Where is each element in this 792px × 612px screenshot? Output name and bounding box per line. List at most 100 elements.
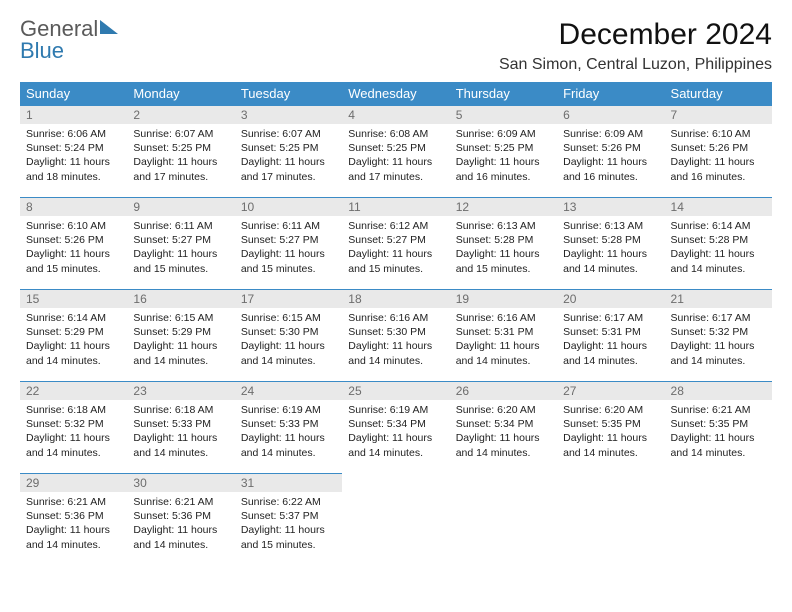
sunrise-text: Sunrise: 6:09 AM (563, 127, 658, 141)
calendar-table: Sunday Monday Tuesday Wednesday Thursday… (20, 82, 772, 565)
weekday-header: Tuesday (235, 82, 342, 105)
sunset-text: Sunset: 5:35 PM (671, 417, 766, 431)
sunrise-text: Sunrise: 6:18 AM (133, 403, 228, 417)
day-body: Sunrise: 6:21 AMSunset: 5:35 PMDaylight:… (665, 400, 772, 466)
day-body: Sunrise: 6:13 AMSunset: 5:28 PMDaylight:… (450, 216, 557, 282)
sunrise-text: Sunrise: 6:17 AM (563, 311, 658, 325)
sunset-text: Sunset: 5:36 PM (26, 509, 121, 523)
daylight-text: Daylight: 11 hours and 14 minutes. (133, 431, 228, 459)
daylight-text: Daylight: 11 hours and 14 minutes. (671, 247, 766, 275)
day-body: Sunrise: 6:13 AMSunset: 5:28 PMDaylight:… (557, 216, 664, 282)
sunset-text: Sunset: 5:27 PM (348, 233, 443, 247)
page-header: General Blue December 2024 San Simon, Ce… (20, 18, 772, 74)
calendar-day-cell: 28Sunrise: 6:21 AMSunset: 5:35 PMDayligh… (665, 381, 772, 473)
day-body: Sunrise: 6:09 AMSunset: 5:26 PMDaylight:… (557, 124, 664, 190)
sunrise-text: Sunrise: 6:09 AM (456, 127, 551, 141)
calendar-day-cell: 14Sunrise: 6:14 AMSunset: 5:28 PMDayligh… (665, 197, 772, 289)
calendar-day-cell: 9Sunrise: 6:11 AMSunset: 5:27 PMDaylight… (127, 197, 234, 289)
day-body: Sunrise: 6:17 AMSunset: 5:32 PMDaylight:… (665, 308, 772, 374)
calendar-day-cell: 3Sunrise: 6:07 AMSunset: 5:25 PMDaylight… (235, 105, 342, 197)
day-body: Sunrise: 6:18 AMSunset: 5:32 PMDaylight:… (20, 400, 127, 466)
weekday-header: Monday (127, 82, 234, 105)
day-number: 11 (342, 197, 449, 216)
sunset-text: Sunset: 5:31 PM (456, 325, 551, 339)
daylight-text: Daylight: 11 hours and 15 minutes. (241, 247, 336, 275)
calendar-day-cell: 16Sunrise: 6:15 AMSunset: 5:29 PMDayligh… (127, 289, 234, 381)
day-number: 19 (450, 289, 557, 308)
sunrise-text: Sunrise: 6:15 AM (133, 311, 228, 325)
daylight-text: Daylight: 11 hours and 15 minutes. (241, 523, 336, 551)
calendar-day-cell: 17Sunrise: 6:15 AMSunset: 5:30 PMDayligh… (235, 289, 342, 381)
sunset-text: Sunset: 5:33 PM (241, 417, 336, 431)
daylight-text: Daylight: 11 hours and 14 minutes. (133, 339, 228, 367)
sunset-text: Sunset: 5:27 PM (241, 233, 336, 247)
calendar-day-cell: 1Sunrise: 6:06 AMSunset: 5:24 PMDaylight… (20, 105, 127, 197)
daylight-text: Daylight: 11 hours and 14 minutes. (348, 339, 443, 367)
daylight-text: Daylight: 11 hours and 14 minutes. (671, 431, 766, 459)
weekday-header: Friday (557, 82, 664, 105)
sunrise-text: Sunrise: 6:11 AM (133, 219, 228, 233)
daylight-text: Daylight: 11 hours and 14 minutes. (348, 431, 443, 459)
weekday-header: Thursday (450, 82, 557, 105)
calendar-body: 1Sunrise: 6:06 AMSunset: 5:24 PMDaylight… (20, 105, 772, 565)
day-number: 3 (235, 105, 342, 124)
brand-logo-text: General Blue (20, 18, 118, 62)
sunset-text: Sunset: 5:30 PM (241, 325, 336, 339)
day-number: 10 (235, 197, 342, 216)
calendar-day-cell (450, 473, 557, 565)
daylight-text: Daylight: 11 hours and 15 minutes. (133, 247, 228, 275)
day-body: Sunrise: 6:20 AMSunset: 5:34 PMDaylight:… (450, 400, 557, 466)
sunrise-text: Sunrise: 6:06 AM (26, 127, 121, 141)
sunrise-text: Sunrise: 6:20 AM (563, 403, 658, 417)
daylight-text: Daylight: 11 hours and 14 minutes. (456, 431, 551, 459)
sunset-text: Sunset: 5:34 PM (456, 417, 551, 431)
sunrise-text: Sunrise: 6:12 AM (348, 219, 443, 233)
sunrise-text: Sunrise: 6:19 AM (241, 403, 336, 417)
weekday-header: Saturday (665, 82, 772, 105)
calendar-day-cell: 20Sunrise: 6:17 AMSunset: 5:31 PMDayligh… (557, 289, 664, 381)
sunrise-text: Sunrise: 6:11 AM (241, 219, 336, 233)
calendar-day-cell: 5Sunrise: 6:09 AMSunset: 5:25 PMDaylight… (450, 105, 557, 197)
day-body: Sunrise: 6:10 AMSunset: 5:26 PMDaylight:… (665, 124, 772, 190)
calendar-day-cell: 25Sunrise: 6:19 AMSunset: 5:34 PMDayligh… (342, 381, 449, 473)
sunset-text: Sunset: 5:28 PM (456, 233, 551, 247)
calendar-day-cell: 22Sunrise: 6:18 AMSunset: 5:32 PMDayligh… (20, 381, 127, 473)
sunset-text: Sunset: 5:29 PM (26, 325, 121, 339)
day-body: Sunrise: 6:07 AMSunset: 5:25 PMDaylight:… (235, 124, 342, 190)
day-body: Sunrise: 6:21 AMSunset: 5:36 PMDaylight:… (20, 492, 127, 558)
sunset-text: Sunset: 5:32 PM (671, 325, 766, 339)
daylight-text: Daylight: 11 hours and 14 minutes. (563, 431, 658, 459)
day-number: 21 (665, 289, 772, 308)
calendar-day-cell: 31Sunrise: 6:22 AMSunset: 5:37 PMDayligh… (235, 473, 342, 565)
day-body: Sunrise: 6:11 AMSunset: 5:27 PMDaylight:… (127, 216, 234, 282)
day-number: 1 (20, 105, 127, 124)
sunset-text: Sunset: 5:28 PM (671, 233, 766, 247)
sunset-text: Sunset: 5:25 PM (348, 141, 443, 155)
calendar-day-cell: 21Sunrise: 6:17 AMSunset: 5:32 PMDayligh… (665, 289, 772, 381)
calendar-day-cell: 11 Sunrise: 6:12 AMSunset: 5:27 PMDayligh… (342, 197, 449, 289)
daylight-text: Daylight: 11 hours and 14 minutes. (133, 523, 228, 551)
day-number: 9 (127, 197, 234, 216)
calendar-day-cell: 29Sunrise: 6:21 AMSunset: 5:36 PMDayligh… (20, 473, 127, 565)
sunset-text: Sunset: 5:26 PM (671, 141, 766, 155)
day-number: 31 (235, 473, 342, 492)
sunset-text: Sunset: 5:31 PM (563, 325, 658, 339)
sunrise-text: Sunrise: 6:21 AM (133, 495, 228, 509)
sunrise-text: Sunrise: 6:13 AM (563, 219, 658, 233)
daylight-text: Daylight: 11 hours and 15 minutes. (348, 247, 443, 275)
day-body: Sunrise: 6:18 AMSunset: 5:33 PMDaylight:… (127, 400, 234, 466)
day-number: 20 (557, 289, 664, 308)
sunrise-text: Sunrise: 6:14 AM (26, 311, 121, 325)
day-body: Sunrise: 6:08 AMSunset: 5:25 PMDaylight:… (342, 124, 449, 190)
sunrise-text: Sunrise: 6:15 AM (241, 311, 336, 325)
title-block: December 2024 San Simon, Central Luzon, … (499, 18, 772, 74)
daylight-text: Daylight: 11 hours and 15 minutes. (456, 247, 551, 275)
day-body: Sunrise: 6:15 AMSunset: 5:30 PMDaylight:… (235, 308, 342, 374)
calendar-week-row: 1Sunrise: 6:06 AMSunset: 5:24 PMDaylight… (20, 105, 772, 197)
sail-icon (100, 20, 118, 34)
day-body: Sunrise: 6:10 AMSunset: 5:26 PMDaylight:… (20, 216, 127, 282)
daylight-text: Daylight: 11 hours and 16 minutes. (456, 155, 551, 183)
brand-logo: General Blue (20, 18, 118, 62)
daylight-text: Daylight: 11 hours and 14 minutes. (456, 339, 551, 367)
day-body: Sunrise: 6:19 AMSunset: 5:34 PMDaylight:… (342, 400, 449, 466)
